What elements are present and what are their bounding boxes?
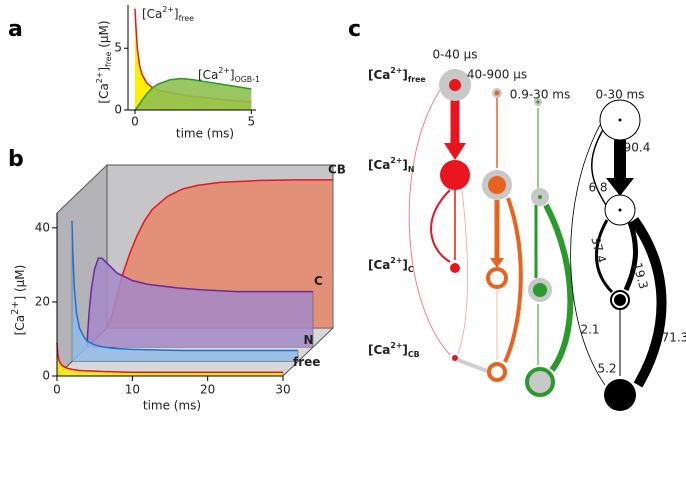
- column-label: 40-900 µs: [467, 68, 527, 82]
- column-label: 0-40 µs: [433, 48, 478, 62]
- flux-label: 71.3: [662, 331, 686, 345]
- y-tick-label: 40: [35, 220, 50, 234]
- column-label: 0.9-30 ms: [510, 88, 570, 102]
- label-part: 2+: [10, 301, 21, 315]
- y-tick-label: 20: [35, 294, 50, 308]
- label-part: ]: [174, 7, 179, 21]
- label-part: C: [408, 265, 414, 274]
- label-part: 2+: [390, 66, 402, 75]
- flux-label: 2.1: [580, 323, 599, 337]
- label-part: CB: [408, 350, 420, 359]
- label-part: [Ca: [368, 258, 390, 272]
- x-tick-label: 0: [53, 383, 61, 397]
- rich-label: [Ca2+]C: [368, 256, 414, 274]
- label-part: ]: [402, 158, 407, 172]
- x-tick-label: 10: [125, 383, 140, 397]
- line: [56, 342, 283, 374]
- line: [86, 257, 313, 348]
- label-part: 2+: [162, 5, 174, 14]
- flux-label: 19.3: [630, 261, 650, 290]
- label-part: ]: [97, 67, 111, 72]
- rich-label: [Ca2+]free (µM): [95, 20, 113, 103]
- x-axis-label: time (ms): [143, 399, 201, 413]
- series-label: CB: [328, 162, 346, 176]
- label-part: [Ca: [198, 68, 218, 82]
- y-tick-label: 0: [114, 103, 122, 117]
- label-part: [Ca: [97, 83, 111, 103]
- label-part: 2+: [390, 156, 402, 165]
- flux-label: 90.4: [624, 141, 651, 155]
- label-part: OGB-1: [235, 75, 260, 84]
- label-part: (µM): [97, 20, 111, 51]
- y-tick-label: 5: [114, 41, 122, 55]
- label-part: 2+: [390, 341, 402, 350]
- series-label: N: [304, 333, 314, 347]
- x-axis-label: time (ms): [176, 127, 234, 141]
- x-tick-label: 5: [248, 115, 256, 129]
- x-tick-label: 0: [131, 115, 139, 129]
- flux-label: 37.4: [588, 235, 608, 264]
- series-label: C: [314, 274, 323, 288]
- rich-label: [Ca2+] (µM): [10, 265, 27, 336]
- line: [71, 220, 298, 352]
- label-part: N: [408, 165, 415, 174]
- label-part: [Ca: [142, 7, 162, 21]
- flux-label: 6.8: [588, 181, 607, 195]
- label-part: ]: [402, 343, 407, 357]
- panel-label: a: [8, 17, 23, 42]
- label-part: 2+: [390, 256, 402, 265]
- label-part: [Ca: [368, 343, 390, 357]
- rich-label: [Ca2+]free: [368, 66, 426, 84]
- column-label: 0-30 ms: [596, 88, 645, 102]
- rich-label: [Ca2+]N: [368, 156, 414, 174]
- line: [134, 77, 252, 111]
- label-part: 2+: [95, 72, 104, 84]
- label-part: free: [179, 14, 195, 23]
- series-label: free: [293, 355, 320, 369]
- rich-label: [Ca2+]CB: [368, 341, 420, 359]
- label-part: [Ca: [368, 68, 390, 82]
- label-part: ] (µM): [13, 265, 27, 301]
- label-part: ]: [402, 258, 407, 272]
- rich-label: [Ca2+]free: [142, 5, 194, 23]
- flux-label: 5.2: [597, 362, 616, 376]
- area: [134, 78, 252, 110]
- rich-label: [Ca2+]OGB-1: [198, 66, 260, 84]
- label-part: ]: [402, 68, 407, 82]
- label-part: ]: [230, 68, 235, 82]
- label-part: 2+: [218, 66, 230, 75]
- diagram: [408, 69, 667, 411]
- label-part: [Ca: [13, 315, 27, 335]
- y-tick-label: 0: [42, 369, 50, 383]
- label-part: [Ca: [368, 158, 390, 172]
- x-tick-label: 20: [200, 383, 215, 397]
- label-part: free: [408, 75, 426, 84]
- panel-label: c: [348, 17, 361, 42]
- x-tick-label: 30: [275, 383, 290, 397]
- label-part: free: [104, 51, 113, 67]
- panel-label: b: [8, 147, 24, 172]
